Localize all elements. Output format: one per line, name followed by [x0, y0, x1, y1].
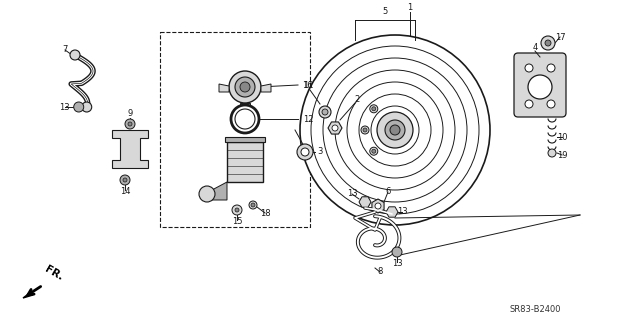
- Text: 13: 13: [397, 207, 407, 217]
- Text: 14: 14: [120, 188, 131, 197]
- Circle shape: [392, 247, 402, 257]
- Circle shape: [541, 36, 555, 50]
- Circle shape: [363, 128, 367, 132]
- Circle shape: [251, 203, 255, 207]
- Circle shape: [231, 105, 259, 133]
- Text: 5: 5: [382, 8, 388, 17]
- Text: 4: 4: [532, 42, 538, 51]
- Text: FR.: FR.: [43, 263, 65, 282]
- Circle shape: [372, 149, 376, 153]
- Polygon shape: [261, 84, 271, 92]
- Text: 18: 18: [260, 209, 270, 218]
- Circle shape: [199, 186, 215, 202]
- Polygon shape: [212, 182, 227, 200]
- Circle shape: [390, 125, 400, 135]
- Circle shape: [385, 120, 405, 140]
- Text: 13: 13: [60, 102, 70, 112]
- Bar: [225, 137, 265, 142]
- Circle shape: [235, 109, 255, 129]
- Text: 10: 10: [557, 132, 567, 142]
- Circle shape: [249, 201, 257, 209]
- Bar: [160, 32, 310, 227]
- Circle shape: [300, 35, 490, 225]
- Circle shape: [125, 119, 135, 129]
- Bar: [227, 142, 263, 182]
- Text: 17: 17: [555, 33, 565, 41]
- Circle shape: [229, 71, 261, 103]
- Circle shape: [240, 82, 250, 92]
- Polygon shape: [386, 207, 398, 217]
- Circle shape: [319, 106, 331, 118]
- Polygon shape: [328, 122, 342, 134]
- Circle shape: [375, 203, 381, 209]
- Circle shape: [545, 40, 551, 46]
- Polygon shape: [359, 197, 371, 207]
- Text: 13: 13: [347, 189, 357, 198]
- Text: 7: 7: [62, 46, 68, 55]
- Text: SR83-B2400: SR83-B2400: [510, 306, 561, 315]
- Circle shape: [297, 144, 313, 160]
- Circle shape: [547, 100, 555, 108]
- Circle shape: [525, 64, 533, 72]
- Circle shape: [322, 109, 328, 115]
- Text: 15: 15: [232, 218, 243, 226]
- Circle shape: [235, 208, 239, 212]
- Polygon shape: [219, 84, 229, 92]
- Circle shape: [128, 122, 132, 126]
- Text: 19: 19: [557, 151, 567, 160]
- Text: 1: 1: [408, 4, 413, 12]
- Text: 6: 6: [385, 188, 390, 197]
- Polygon shape: [112, 130, 148, 168]
- Circle shape: [120, 175, 130, 185]
- Text: 8: 8: [378, 268, 383, 277]
- Circle shape: [372, 107, 376, 111]
- Circle shape: [547, 64, 555, 72]
- Circle shape: [370, 147, 378, 155]
- Circle shape: [232, 205, 242, 215]
- Circle shape: [377, 112, 413, 148]
- Text: 9: 9: [127, 108, 132, 117]
- Polygon shape: [372, 199, 384, 213]
- FancyBboxPatch shape: [514, 53, 566, 117]
- Circle shape: [235, 77, 255, 97]
- Circle shape: [361, 126, 369, 134]
- Circle shape: [82, 102, 92, 112]
- Circle shape: [74, 102, 84, 112]
- Circle shape: [528, 75, 552, 99]
- Circle shape: [332, 125, 338, 131]
- Text: 11: 11: [303, 80, 313, 90]
- Circle shape: [70, 50, 80, 60]
- Circle shape: [525, 100, 533, 108]
- Circle shape: [360, 197, 370, 207]
- Text: 3: 3: [317, 147, 323, 157]
- Circle shape: [548, 149, 556, 157]
- Circle shape: [301, 148, 309, 156]
- Polygon shape: [23, 292, 33, 298]
- Circle shape: [370, 105, 378, 113]
- Circle shape: [123, 178, 127, 182]
- Text: 2: 2: [355, 95, 360, 105]
- Text: 12: 12: [303, 115, 313, 123]
- Bar: [240, 103, 250, 111]
- Text: 13: 13: [392, 259, 403, 269]
- Text: 16: 16: [301, 80, 312, 90]
